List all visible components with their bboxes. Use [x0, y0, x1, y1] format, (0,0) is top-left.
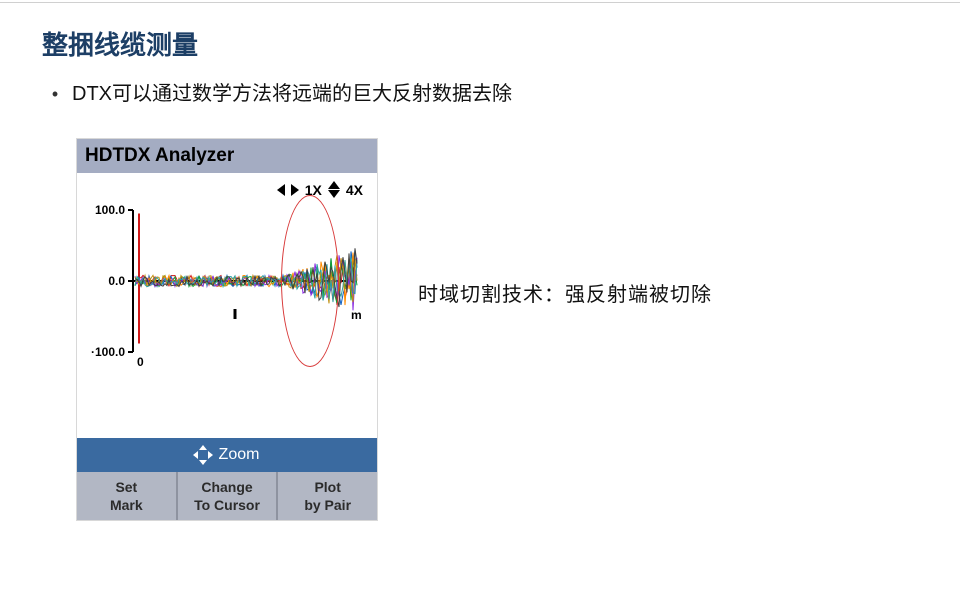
zoom-diamond-icon [195, 447, 211, 463]
svg-text:·100.0: ·100.0 [91, 345, 125, 359]
arrow-right-icon [291, 184, 299, 196]
bullet-text: DTX可以通过数学方法将远端的巨大反射数据去除 [72, 80, 512, 108]
analyzer-title: HDTDX Analyzer [77, 139, 377, 173]
zoom-bar[interactable]: Zoom [77, 438, 377, 472]
analyzer-panel: HDTDX Analyzer 1X 4X 100.00.0·100.00m [76, 138, 378, 521]
change-to-cursor-button[interactable]: Change To Cursor [178, 472, 279, 520]
analyzer-spacer [77, 372, 377, 438]
content-row: HDTDX Analyzer 1X 4X 100.00.0·100.00m [36, 138, 924, 521]
bullet-dot-icon: • [38, 80, 72, 108]
btn-line2: Mark [79, 496, 174, 514]
arrow-up-icon [328, 181, 340, 189]
arrow-left-icon [277, 184, 285, 196]
svg-text:0.0: 0.0 [108, 274, 125, 288]
arrow-down-icon [328, 190, 340, 198]
btn-line2: by Pair [280, 496, 375, 514]
page-title: 整捆线缆测量 [42, 25, 924, 62]
zoom-bar-label: Zoom [219, 446, 260, 464]
zoom-indicator-row: 1X 4X [85, 179, 369, 202]
plot-by-pair-button[interactable]: Plot by Pair [278, 472, 377, 520]
svg-text:100.0: 100.0 [95, 203, 125, 217]
set-mark-button[interactable]: Set Mark [77, 472, 178, 520]
analyzer-button-row: Set Mark Change To Cursor Plot by Pair [77, 472, 377, 520]
v-zoom-label: 4X [346, 182, 363, 198]
btn-line1: Plot [280, 478, 375, 496]
btn-line2: To Cursor [180, 496, 275, 514]
highlight-ellipse [281, 195, 339, 367]
caption-text: 时域切割技术：强反射端被切除 [418, 278, 712, 307]
svg-text:0: 0 [137, 355, 144, 369]
btn-line1: Set [79, 478, 174, 496]
slide: 整捆线缆测量 • DTX可以通过数学方法将远端的巨大反射数据去除 HDTDX A… [0, 3, 960, 521]
bullet-item: • DTX可以通过数学方法将远端的巨大反射数据去除 [38, 80, 924, 108]
btn-line1: Change [180, 478, 275, 496]
analyzer-plot-area: 1X 4X 100.00.0·100.00m [77, 173, 377, 372]
